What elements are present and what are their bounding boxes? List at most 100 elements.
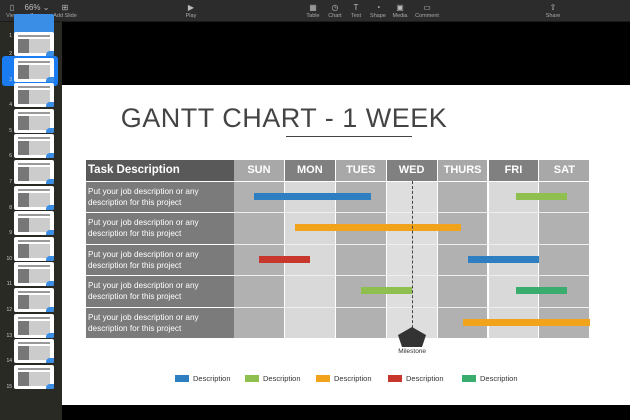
slide-thumbnail[interactable] (14, 160, 54, 184)
toolbar-media-button[interactable]: ▣ Media (385, 2, 415, 19)
day-header-fri: FRI (488, 160, 539, 181)
thumb-title (18, 86, 50, 89)
thumb-corner (46, 127, 54, 133)
thumb-body (18, 295, 50, 309)
slide-number: 10 (6, 255, 12, 262)
slide-thumbnail[interactable] (14, 83, 54, 108)
task-description[interactable]: Put your job description or any descript… (86, 276, 234, 307)
task-description[interactable]: Put your job description or any descript… (86, 182, 234, 213)
slide-thumbnail[interactable] (14, 185, 54, 210)
slide-number: 15 (6, 383, 12, 390)
thumb-corner (46, 281, 54, 287)
slide-thumbnail[interactable] (14, 313, 54, 338)
text-icon: T (353, 3, 359, 12)
thumb-corner (46, 204, 54, 210)
day-header-tues: TUES (335, 160, 386, 181)
slide-thumbnail[interactable] (14, 364, 54, 389)
thumb-body (18, 346, 50, 361)
toolbar-label: Table (306, 13, 320, 19)
task-bar[interactable] (463, 318, 591, 326)
task-bar[interactable] (516, 287, 568, 295)
day-header-wed: WED (386, 160, 437, 181)
title-underline (286, 136, 412, 137)
toolbar-comment-button[interactable]: ▭ Comment (412, 2, 442, 19)
thumb-title (18, 316, 50, 319)
legend-item: Description (462, 374, 518, 383)
slide-number: 14 (6, 358, 12, 365)
slide-navigator[interactable]: 1 2 3 4 5 6 7 8 9 10 11 12 13 14 15 (0, 14, 62, 420)
toolbar-share-button[interactable]: ⇧ Share (538, 2, 568, 19)
media-icon: ▣ (396, 3, 404, 12)
thumb-body (18, 269, 50, 284)
thumb-body (18, 371, 50, 386)
thumb-title (18, 111, 50, 114)
thumb-corner (46, 179, 54, 184)
toolbar-text-button[interactable]: T Text (341, 2, 371, 19)
task-bar[interactable] (259, 255, 311, 263)
slide-thumbnail[interactable] (14, 262, 54, 287)
thumb-corner (46, 76, 54, 82)
thumb-corner (46, 51, 54, 56)
thumb-title (18, 214, 50, 217)
task-bar[interactable] (254, 193, 372, 200)
slide-number: 8 (9, 204, 12, 211)
thumb-corner (46, 102, 54, 108)
slide-thumbnail[interactable] (14, 108, 54, 133)
day-column-sat (539, 182, 590, 338)
toolbar-label: Comment (415, 13, 439, 19)
slide-thumbnail[interactable] (14, 288, 54, 312)
slide-thumbnail[interactable] (14, 339, 54, 364)
thumb-corner (46, 153, 54, 159)
thumb-body (18, 115, 50, 130)
milestone-marker[interactable] (398, 327, 427, 347)
toolbar-shape-button[interactable]: ◔ Shape (363, 2, 393, 19)
toolbar-label: Add Slide (53, 13, 77, 19)
task-description[interactable]: Put your job description or any descript… (86, 244, 234, 276)
legend-label: Description (193, 374, 231, 383)
toolbar-table-button[interactable]: ▦ Table (298, 2, 328, 19)
toolbar-label: View (6, 13, 18, 19)
day-header-sat: SAT (539, 160, 590, 181)
slide-thumbnail[interactable] (14, 57, 54, 82)
legend-item: Description (175, 374, 231, 383)
slide-number: 3 (9, 76, 12, 83)
thumb-body (18, 141, 50, 156)
toolbar-label: Play (185, 13, 197, 19)
task-bar[interactable] (361, 287, 413, 295)
slide-number: 9 (9, 230, 12, 237)
slide-number: 12 (6, 307, 12, 313)
toolbar-label: Media (392, 13, 408, 19)
slide-title[interactable]: GANTT CHART - 1 WEEK (120, 103, 448, 133)
slide-thumbnail[interactable] (14, 236, 54, 261)
legend-swatch (175, 375, 189, 382)
task-description[interactable]: Put your job description or any descript… (86, 307, 234, 338)
milestone-pentagon-icon (398, 327, 427, 347)
legend-label: Description (263, 374, 301, 383)
legend-label: Description (406, 374, 444, 383)
legend-swatch (462, 375, 476, 382)
slide-number: 13 (6, 332, 12, 339)
thumb-title (18, 35, 50, 37)
thumb-body (18, 64, 50, 79)
toolbar-view-button[interactable]: ▯ View (0, 2, 27, 19)
thumb-title (18, 265, 50, 268)
task-description[interactable]: Put your job description or any descript… (86, 213, 234, 244)
milestone-line (412, 181, 414, 338)
toolbar-chart-button[interactable]: ◷ Chart (320, 2, 350, 19)
toolbar-add-slide-button[interactable]: ⊞ Add Slide (50, 2, 80, 19)
legend-item: Description (388, 374, 444, 383)
chart-icon: ◷ (331, 3, 339, 12)
slide-thumbnail[interactable] (14, 211, 54, 236)
task-bar[interactable] (468, 255, 540, 263)
slide-thumbnail[interactable] (14, 134, 54, 159)
day-header-mon: MON (284, 160, 335, 181)
slide-number: 4 (9, 102, 12, 109)
slide-thumbnail[interactable] (14, 32, 54, 56)
thumb-body (18, 90, 50, 105)
legend-swatch (245, 375, 259, 382)
toolbar-play-button[interactable]: ▶ Play (176, 2, 206, 19)
task-bar[interactable] (516, 193, 568, 200)
thumb-body (18, 218, 50, 233)
task-bar[interactable] (295, 224, 461, 232)
legend-label: Description (480, 374, 518, 383)
